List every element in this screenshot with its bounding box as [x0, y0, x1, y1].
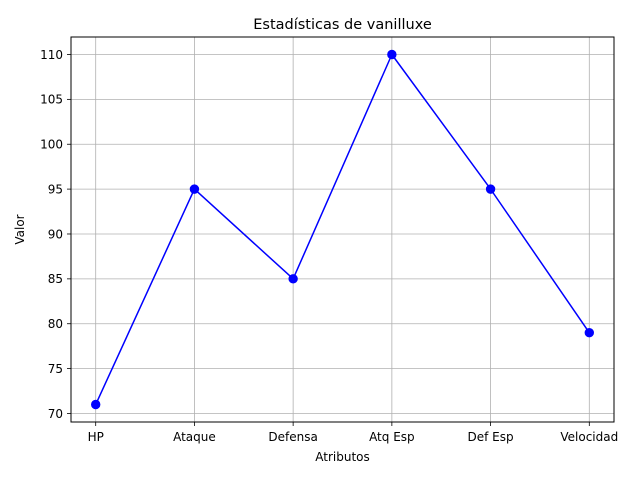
x-tick-label: Velocidad	[560, 430, 618, 444]
y-tick-label: 75	[48, 362, 63, 376]
x-tick-label: Def Esp	[468, 430, 514, 444]
grid-lines	[71, 37, 614, 422]
data-point	[288, 274, 298, 284]
axis-ticks: HP Ataque Defensa Atq Esp Def Esp Velocidad 70…	[40, 48, 618, 444]
x-tick-label: HP	[88, 430, 104, 444]
y-tick-label: 105	[40, 93, 63, 107]
y-tick-label: 110	[40, 48, 63, 62]
x-tick-label: Atq Esp	[369, 430, 415, 444]
data-point	[584, 328, 594, 338]
y-tick-label: 80	[48, 317, 63, 331]
series-line	[95, 53, 590, 405]
y-tick-label: 85	[48, 272, 63, 286]
y-tick-label: 95	[48, 182, 63, 196]
y-tick-label: 70	[48, 407, 63, 421]
chart-title: Estadísticas de vanilluxe	[253, 17, 432, 33]
data-point	[387, 49, 397, 60]
data-point	[91, 399, 101, 410]
series-layer	[91, 49, 594, 410]
plot-area-frame	[70, 36, 615, 423]
y-tick-label: 100	[40, 138, 63, 152]
data-point	[189, 184, 200, 194]
x-tick-label: Ataque	[173, 430, 216, 444]
x-axis-label: Atributos	[315, 450, 370, 464]
y-tick-label: 90	[48, 227, 63, 241]
y-axis-label: Valor	[13, 214, 27, 244]
x-tick-label: Defensa	[268, 430, 317, 444]
data-point	[485, 184, 496, 194]
